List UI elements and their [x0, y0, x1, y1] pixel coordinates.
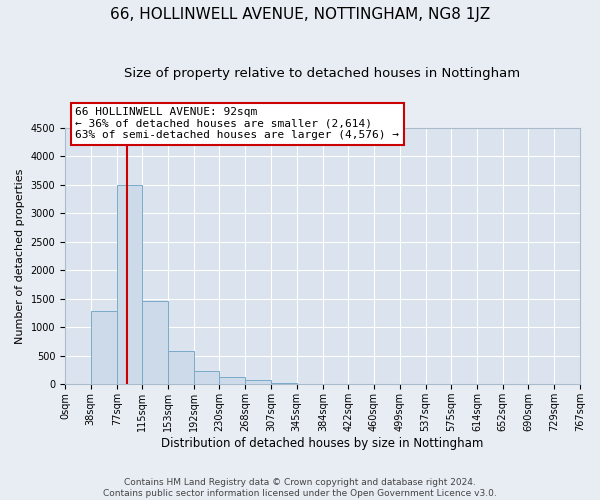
Bar: [245, 380, 271, 384]
Y-axis label: Number of detached properties: Number of detached properties: [15, 168, 25, 344]
Bar: [142, 301, 168, 384]
Text: 66 HOLLINWELL AVENUE: 92sqm
← 36% of detached houses are smaller (2,614)
63% of : 66 HOLLINWELL AVENUE: 92sqm ← 36% of det…: [76, 107, 400, 140]
Title: Size of property relative to detached houses in Nottingham: Size of property relative to detached ho…: [124, 68, 521, 80]
Bar: [271, 383, 296, 384]
Text: Contains HM Land Registry data © Crown copyright and database right 2024.
Contai: Contains HM Land Registry data © Crown c…: [103, 478, 497, 498]
Bar: [194, 370, 220, 384]
X-axis label: Distribution of detached houses by size in Nottingham: Distribution of detached houses by size …: [161, 437, 484, 450]
Bar: [220, 377, 245, 384]
Bar: [117, 184, 142, 384]
Text: 66, HOLLINWELL AVENUE, NOTTINGHAM, NG8 1JZ: 66, HOLLINWELL AVENUE, NOTTINGHAM, NG8 1…: [110, 8, 490, 22]
Bar: [168, 351, 194, 384]
Bar: [91, 312, 117, 384]
